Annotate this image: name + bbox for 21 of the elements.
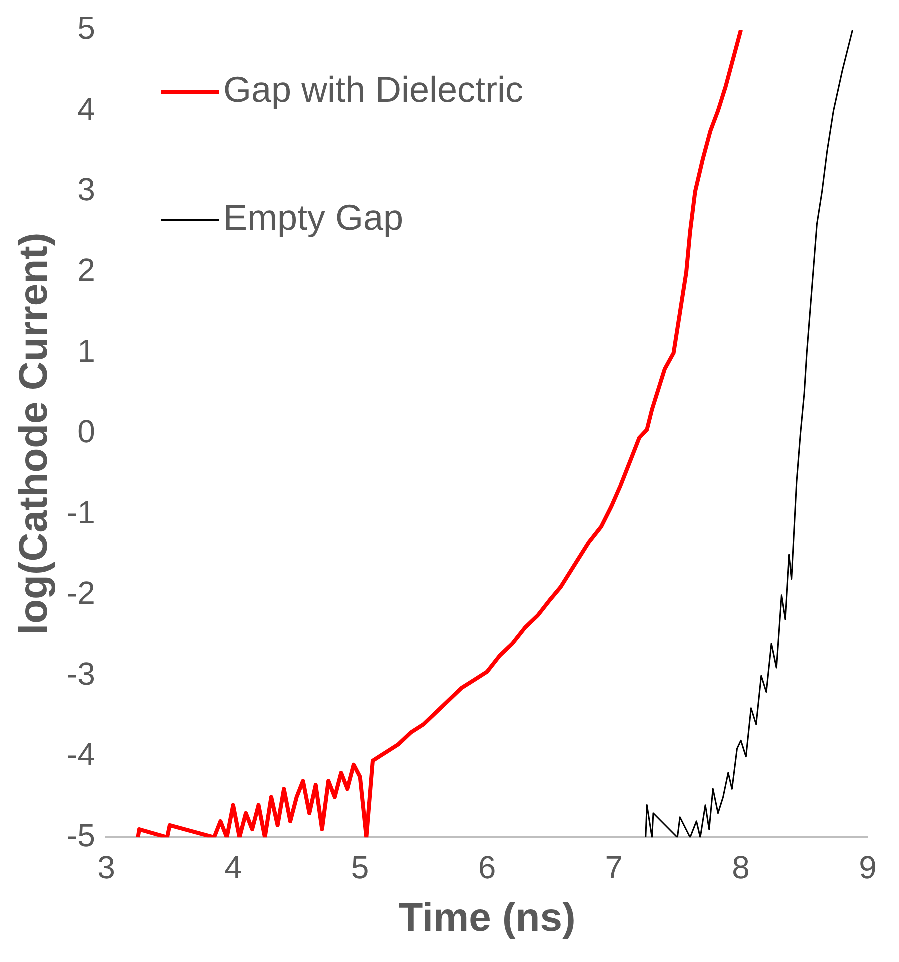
y-tick-label: 2 [78, 252, 96, 288]
y-tick-label: 3 [78, 172, 96, 208]
legend-label: Gap with Dielectric [223, 69, 524, 110]
y-tick-label: 4 [78, 90, 96, 127]
x-tick-label: 7 [605, 850, 624, 886]
x-tick-label: 8 [732, 850, 750, 886]
x-tick-label: 5 [351, 850, 370, 886]
y-tick-label: 0 [78, 414, 96, 450]
y-tick-label: -1 [67, 494, 96, 530]
y-tick-label: -4 [67, 736, 96, 773]
y-tick-label: -2 [67, 575, 96, 612]
x-tick-label: 9 [859, 850, 877, 886]
x-tick-label: 6 [478, 850, 496, 886]
y-tick-label: 1 [78, 332, 96, 369]
y-tick-label: -3 [67, 656, 96, 692]
legend-label: Empty Gap [223, 197, 404, 238]
y-tick-label: -5 [67, 817, 96, 854]
x-axis-title: Time (ns) [398, 896, 576, 940]
x-tick-label: 4 [224, 850, 242, 886]
y-axis-title: log(Cathode Current) [12, 232, 56, 635]
y-tick-label: 5 [78, 10, 96, 46]
